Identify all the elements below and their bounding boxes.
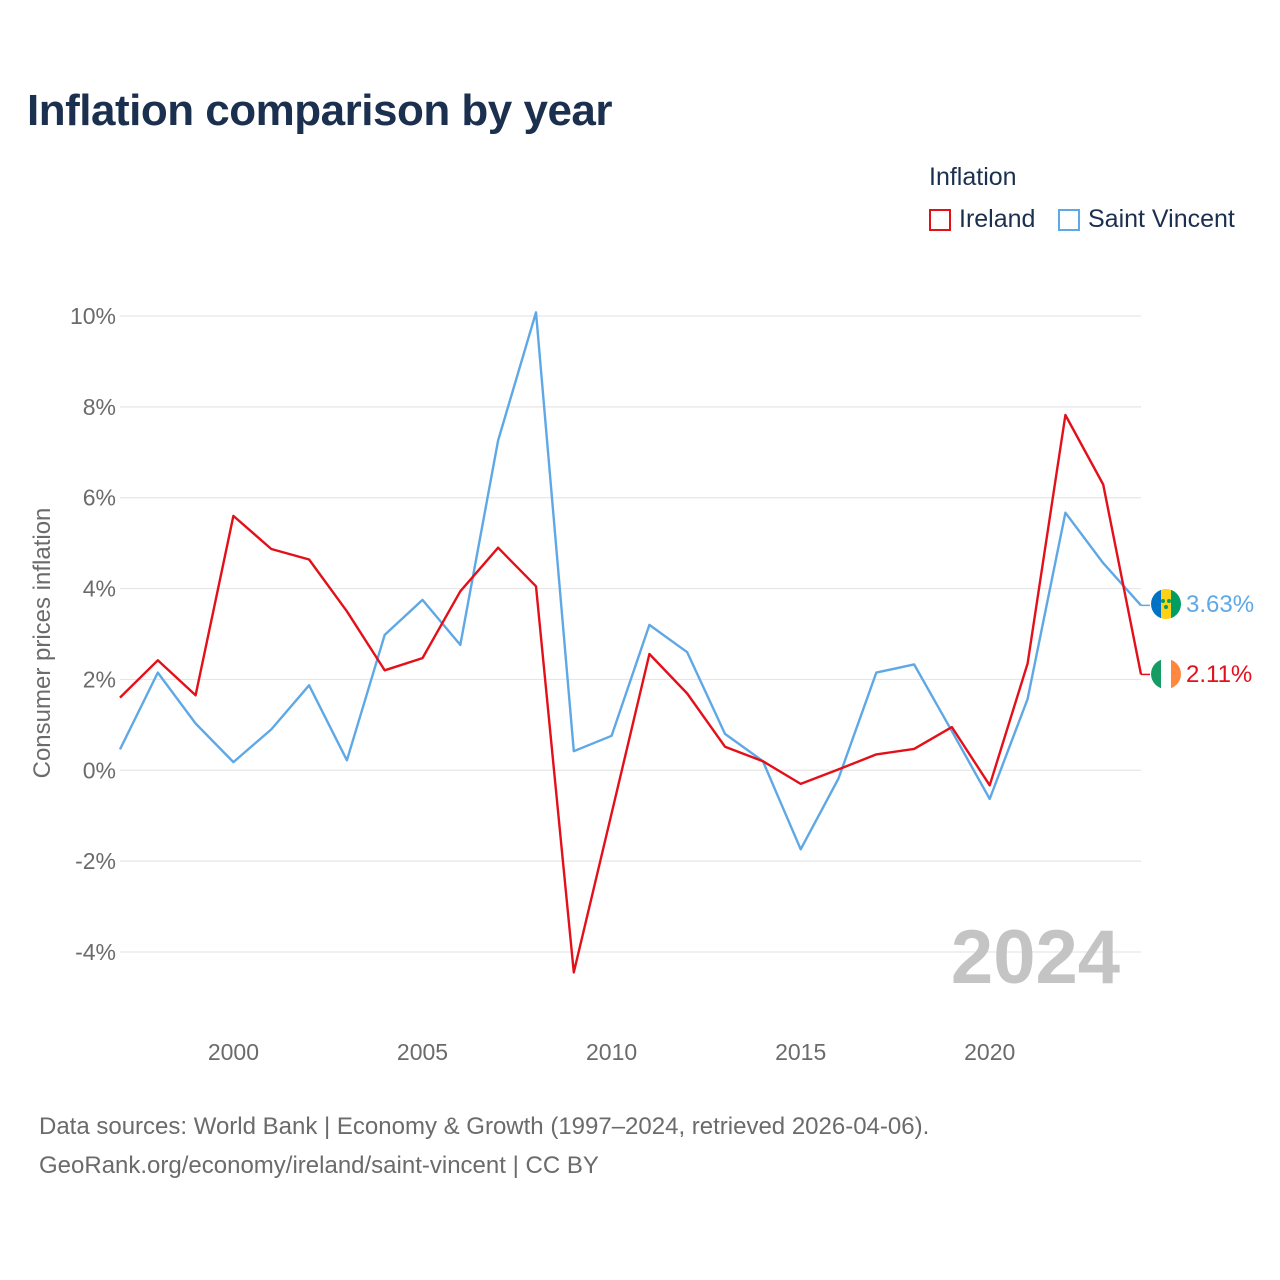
x-tick-label: 2000 [208,1039,259,1065]
series-layer [118,311,1150,974]
y-tick-label: 6% [83,485,116,511]
legend-item-saint-vincent[interactable]: Saint Vincent [1058,205,1235,234]
saint-vincent-flag-icon [1151,589,1181,619]
end-label-saint-vincent: 3.63% [1186,591,1254,618]
x-tick-label: 2010 [586,1039,637,1065]
x-tick-label: 2005 [397,1039,448,1065]
series-line-ireland[interactable] [119,413,1143,974]
end-label-ireland: 2.11% [1186,661,1252,688]
y-tick-label: -2% [75,848,116,874]
y-tick-label: -4% [75,939,116,965]
line-chart: -4% -2% 0% 2% 4% 6% 8% 10% 2000 2005 2010 2015 2020… [29,303,1254,1065]
source-line-1: Data sources: World Bank | Economy & Gro… [39,1113,930,1140]
y-axis-label: Consumer prices inflation [29,508,56,779]
gridlines [120,315,1141,953]
legend-label-ireland: Ireland [959,205,1036,233]
series-line-saint-vincent[interactable] [118,311,1142,851]
y-tick-label: 2% [83,666,116,692]
y-tick-label: 10% [70,303,116,329]
y-tick-label: 0% [83,757,116,783]
x-tick-label: 2015 [775,1039,826,1065]
page-title: Inflation comparison by year [27,86,613,135]
y-tick-label: 8% [83,394,116,420]
year-annotation: 2024 [951,915,1120,1000]
legend-item-ireland[interactable]: Ireland [929,205,1035,234]
source-note: Data sources: World Bank | Economy & Gro… [39,1107,929,1185]
legend-label-saint-vincent: Saint Vincent [1088,205,1235,233]
legend-swatch-ireland [929,208,951,231]
source-line-2[interactable]: GeoRank.org/economy/ireland/saint-vincen… [39,1152,599,1179]
legend-swatch-saint-vincent [1058,208,1080,231]
legend-title: Inflation [929,163,1017,191]
y-tick-label: 4% [83,576,116,602]
x-tick-label: 2020 [964,1039,1015,1065]
ireland-flag-icon [1151,659,1181,689]
x-axis-ticks: 2000 2005 2010 2015 2020 [208,1039,1015,1065]
y-axis-ticks: -4% -2% 0% 2% 4% 6% 8% 10% [70,303,116,965]
